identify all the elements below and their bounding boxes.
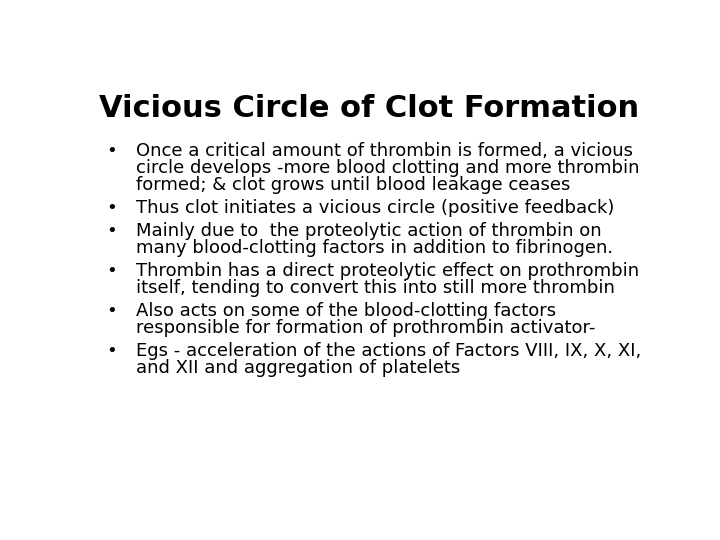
Text: responsible for formation of prothrombin activator-: responsible for formation of prothrombin… [137, 319, 596, 337]
Text: many blood-clotting factors in addition to fibrinogen.: many blood-clotting factors in addition … [137, 239, 613, 257]
Text: Once a critical amount of thrombin is formed, a vicious: Once a critical amount of thrombin is fo… [137, 142, 634, 160]
Text: •: • [107, 342, 117, 360]
Text: •: • [107, 302, 117, 320]
Text: formed; & clot grows until blood leakage ceases: formed; & clot grows until blood leakage… [137, 176, 571, 194]
Text: Egs - acceleration of the actions of Factors VIII, IX, X, XI,: Egs - acceleration of the actions of Fac… [137, 342, 642, 360]
Text: Thus clot initiates a vicious circle (positive feedback): Thus clot initiates a vicious circle (po… [137, 199, 615, 217]
Text: Mainly due to  the proteolytic action of thrombin on: Mainly due to the proteolytic action of … [137, 222, 602, 240]
Text: itself, tending to convert this into still more thrombin: itself, tending to convert this into sti… [137, 279, 616, 297]
Text: Vicious Circle of Clot Formation: Vicious Circle of Clot Formation [99, 94, 639, 123]
Text: circle develops -more blood clotting and more thrombin: circle develops -more blood clotting and… [137, 159, 640, 177]
Text: •: • [107, 199, 117, 217]
Text: •: • [107, 142, 117, 160]
Text: Also acts on some of the blood-clotting factors: Also acts on some of the blood-clotting … [137, 302, 557, 320]
Text: Thrombin has a direct proteolytic effect on prothrombin: Thrombin has a direct proteolytic effect… [137, 262, 639, 280]
Text: •: • [107, 262, 117, 280]
Text: and XII and aggregation of platelets: and XII and aggregation of platelets [137, 359, 461, 377]
Text: •: • [107, 222, 117, 240]
